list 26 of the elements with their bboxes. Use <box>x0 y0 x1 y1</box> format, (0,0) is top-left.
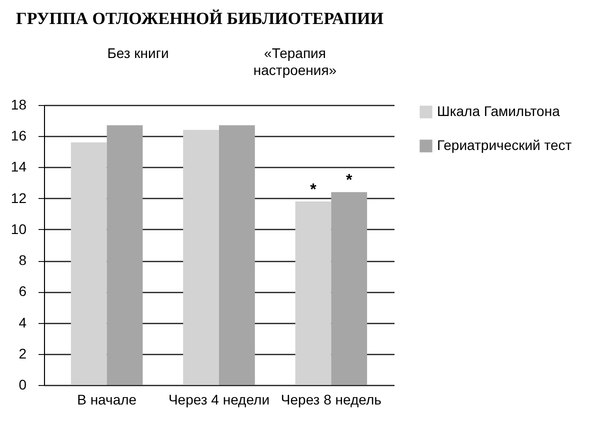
bar <box>295 201 332 385</box>
y-tick-label: 6 <box>18 283 27 300</box>
y-tick-label: 8 <box>18 252 27 268</box>
x-tick-label: Через 4 недели <box>168 392 270 408</box>
y-tick-label: 10 <box>10 220 27 237</box>
y-tick-label: 18 <box>10 96 27 112</box>
y-tick-label: 16 <box>10 128 27 144</box>
annotation: * <box>346 172 354 190</box>
y-tick-label: 4 <box>18 314 27 330</box>
bar <box>183 130 219 385</box>
annotation: * <box>310 181 318 198</box>
y-tick-label: 0 <box>18 376 27 392</box>
bar <box>331 192 368 385</box>
bar <box>219 125 255 385</box>
y-tick-label: 12 <box>10 190 27 206</box>
x-tick-label: Через 8 недель <box>280 392 382 408</box>
bar <box>106 125 143 385</box>
bar <box>70 142 107 385</box>
y-tick-label: 14 <box>10 158 27 175</box>
x-tick-label: В начале <box>77 392 137 408</box>
chart-title: ГРУППА ОТЛОЖЕННОЙ БИБЛИОТЕРАПИИ <box>16 9 384 28</box>
legend-label: Шкала Гамильтона <box>437 103 560 119</box>
text: Без книги <box>106 45 170 62</box>
y-tick-label: 2 <box>18 345 27 362</box>
legend-label: Гериатрический тест <box>437 137 572 153</box>
text: «Терапия настроения» <box>252 45 338 79</box>
